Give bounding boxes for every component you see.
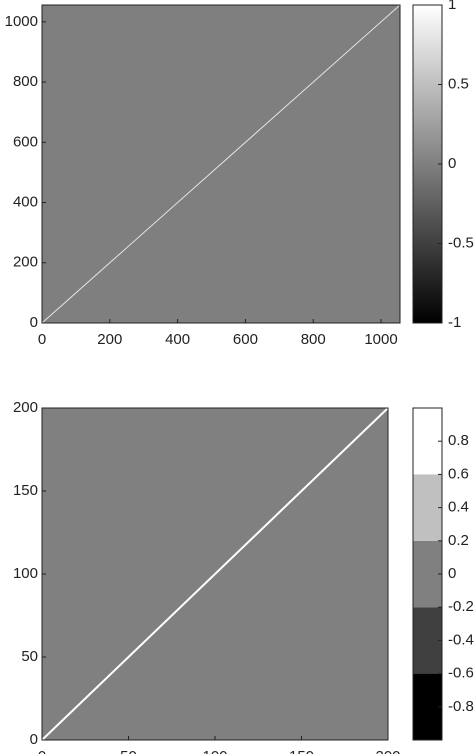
colorbar-band	[413, 408, 442, 475]
colorbar-tick-label: 0.8	[448, 432, 469, 449]
axes-frame	[41, 4, 401, 324]
colorbar-tick-label: 0.4	[448, 499, 469, 516]
x-tick-label: 800	[301, 331, 326, 348]
colorbar-band	[413, 673, 442, 740]
x-tick-label: 100	[202, 748, 227, 754]
colorbar-band	[413, 607, 442, 674]
colorbar-tick-label: 0.2	[448, 532, 469, 549]
x-tick-label: 0	[38, 748, 46, 754]
diagonal	[41, 407, 389, 741]
y-tick-label: 200	[13, 254, 38, 271]
y-tick-label: 400	[13, 194, 38, 211]
colorbar-tick-label: -0.8	[448, 698, 474, 715]
y-tick-label: 800	[13, 73, 38, 90]
colorbar-tick-label: -1	[448, 314, 461, 331]
colorbar-tick-label: 1	[448, 0, 456, 13]
colorbar-tick-label: -0.2	[448, 598, 474, 615]
colorbar-tick-label: -0.5	[448, 234, 474, 251]
x-tick-label: 600	[233, 331, 258, 348]
y-tick-label: 50	[21, 648, 38, 665]
colorbar-tick-label: 0.5	[448, 75, 469, 92]
y-tick-label: 200	[13, 399, 38, 416]
x-tick-label: 50	[120, 748, 137, 754]
diagonal	[41, 4, 401, 324]
x-tick-label: 400	[165, 331, 190, 348]
colorbar-tick-label: 0	[448, 155, 456, 172]
y-tick-label: 0	[30, 731, 38, 748]
x-tick-label: 200	[375, 748, 400, 754]
x-tick-label: 150	[289, 748, 314, 754]
x-tick-label: 1000	[364, 331, 397, 348]
y-tick-label: 150	[13, 482, 38, 499]
colorbar-gradient	[413, 5, 442, 323]
y-tick-label: 100	[13, 565, 38, 582]
colorbar-tick-label: 0.6	[448, 465, 469, 482]
colorbar-tick-label: -0.6	[448, 665, 474, 682]
y-tick-label: 600	[13, 133, 38, 150]
colorbar-tick-label: 0	[448, 565, 456, 582]
colorbar-band	[413, 540, 442, 608]
x-tick-label: 200	[97, 331, 122, 348]
x-tick-label: 0	[38, 331, 46, 348]
y-tick-label: 1000	[5, 13, 38, 30]
colorbar-tick-label: -0.4	[448, 631, 474, 648]
colorbar-band	[413, 474, 442, 541]
y-tick-label: 0	[30, 314, 38, 331]
